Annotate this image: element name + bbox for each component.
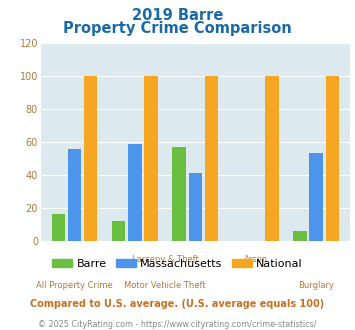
Bar: [204, 76, 218, 241]
Bar: [173, 147, 186, 241]
Legend: Barre, Massachusetts, National: Barre, Massachusetts, National: [48, 254, 307, 273]
Text: © 2025 CityRating.com - https://www.cityrating.com/crime-statistics/: © 2025 CityRating.com - https://www.city…: [38, 320, 317, 329]
Bar: [68, 148, 81, 241]
Bar: [51, 214, 65, 241]
Text: Compared to U.S. average. (U.S. average equals 100): Compared to U.S. average. (U.S. average …: [31, 299, 324, 309]
Text: Arson: Arson: [244, 255, 268, 264]
Text: Property Crime Comparison: Property Crime Comparison: [63, 21, 292, 36]
Text: All Property Crime: All Property Crime: [36, 280, 113, 289]
Text: 2019 Barre: 2019 Barre: [132, 8, 223, 23]
Bar: [189, 173, 202, 241]
Bar: [326, 76, 339, 241]
Text: Larceny & Theft: Larceny & Theft: [132, 255, 198, 264]
Bar: [144, 76, 158, 241]
Bar: [293, 231, 307, 241]
Bar: [112, 221, 125, 241]
Text: Motor Vehicle Theft: Motor Vehicle Theft: [124, 280, 206, 289]
Bar: [310, 153, 323, 241]
Bar: [128, 144, 142, 241]
Text: Burglary: Burglary: [298, 280, 334, 289]
Bar: [265, 76, 279, 241]
Bar: [84, 76, 97, 241]
